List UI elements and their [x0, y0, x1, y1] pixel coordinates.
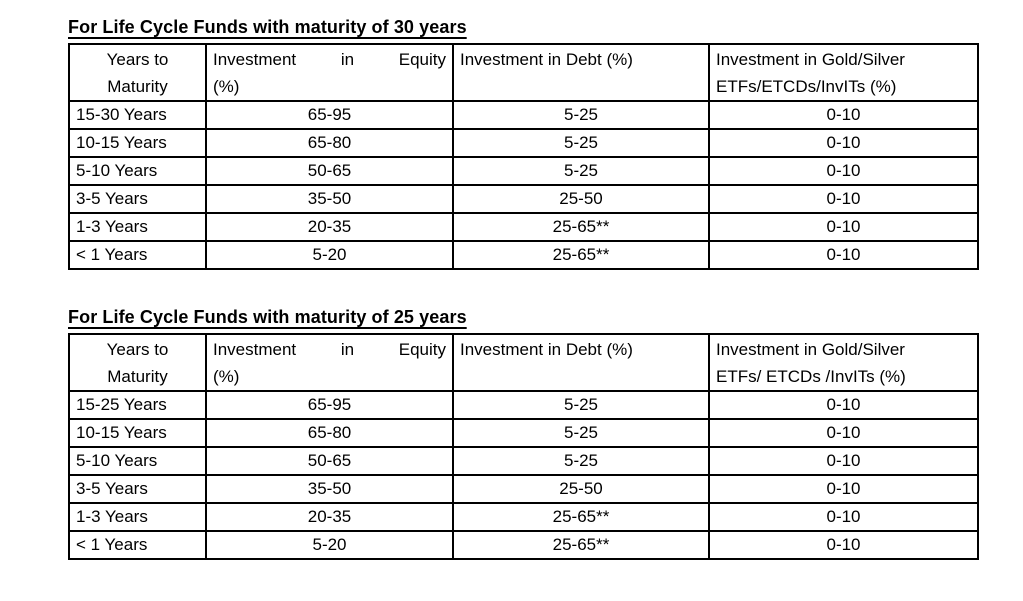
header-line: Investment in Gold/Silver [716, 50, 905, 69]
years-cell: < 1 Years [68, 240, 207, 270]
header-line: ETFs/ ETCDs /InvITs (%) [716, 367, 906, 386]
debt-cell: 25-65** [452, 240, 710, 270]
years-cell: 10-15 Years [68, 418, 207, 448]
header-investment-equity: Investment in Equity (%) [205, 333, 454, 392]
table-row: 5-10 Years 50-65 5-25 0-10 [68, 156, 979, 186]
header-investment-gold-silver: Investment in Gold/Silver ETFs/ ETCDs /I… [708, 333, 979, 392]
header-line: Maturity [107, 367, 168, 386]
years-cell: 15-30 Years [68, 100, 207, 130]
lifecycle-25yr-section: For Life Cycle Funds with maturity of 25… [68, 306, 979, 560]
equity-cell: 65-80 [205, 418, 454, 448]
table-row: 3-5 Years 35-50 25-50 0-10 [68, 474, 979, 504]
years-cell: < 1 Years [68, 530, 207, 560]
years-cell: 1-3 Years [68, 502, 207, 532]
years-cell: 5-10 Years [68, 156, 207, 186]
gold-cell: 0-10 [708, 156, 979, 186]
equity-cell: 65-95 [205, 390, 454, 420]
gold-cell: 0-10 [708, 446, 979, 476]
years-cell: 1-3 Years [68, 212, 207, 242]
header-line: Investment in Debt (%) [460, 50, 633, 69]
gold-cell: 0-10 [708, 212, 979, 242]
table-row: 1-3 Years 20-35 25-65** 0-10 [68, 212, 979, 242]
debt-cell: 5-25 [452, 390, 710, 420]
header-line: Maturity [107, 77, 168, 96]
equity-cell: 50-65 [205, 156, 454, 186]
header-line: Investment in Equity [213, 50, 446, 69]
gold-cell: 0-10 [708, 418, 979, 448]
debt-cell: 5-25 [452, 418, 710, 448]
gold-cell: 0-10 [708, 240, 979, 270]
debt-cell: 25-65** [452, 212, 710, 242]
equity-cell: 65-95 [205, 100, 454, 130]
equity-cell: 50-65 [205, 446, 454, 476]
allocation-table-30yr: Years to Maturity Investment in Equity (… [68, 43, 979, 270]
equity-cell: 35-50 [205, 474, 454, 504]
debt-cell: 25-50 [452, 184, 710, 214]
debt-cell: 25-50 [452, 474, 710, 504]
table-row: 10-15 Years 65-80 5-25 0-10 [68, 128, 979, 158]
gold-cell: 0-10 [708, 184, 979, 214]
gold-cell: 0-10 [708, 474, 979, 504]
table-row: 10-15 Years 65-80 5-25 0-10 [68, 418, 979, 448]
header-line: Years to [106, 50, 169, 69]
equity-cell: 65-80 [205, 128, 454, 158]
equity-cell: 5-20 [205, 530, 454, 560]
table-row: < 1 Years 5-20 25-65** 0-10 [68, 240, 979, 270]
header-investment-equity: Investment in Equity (%) [205, 43, 454, 102]
debt-cell: 5-25 [452, 446, 710, 476]
years-cell: 5-10 Years [68, 446, 207, 476]
gold-cell: 0-10 [708, 128, 979, 158]
header-line: Years to [106, 340, 169, 359]
debt-cell: 25-65** [452, 530, 710, 560]
header-line: Investment in Equity [213, 340, 446, 359]
allocation-table-25yr: Years to Maturity Investment in Equity (… [68, 333, 979, 560]
equity-cell: 35-50 [205, 184, 454, 214]
debt-cell: 5-25 [452, 128, 710, 158]
header-line: Investment in Debt (%) [460, 340, 633, 359]
lifecycle-30yr-section: For Life Cycle Funds with maturity of 30… [68, 16, 979, 270]
section-title-30yr: For Life Cycle Funds with maturity of 30… [68, 17, 467, 37]
header-line: (%) [213, 77, 240, 96]
header-investment-debt: Investment in Debt (%) [452, 43, 710, 102]
header-investment-debt: Investment in Debt (%) [452, 333, 710, 392]
years-cell: 10-15 Years [68, 128, 207, 158]
table-row: 1-3 Years 20-35 25-65** 0-10 [68, 502, 979, 532]
header-investment-gold-silver: Investment in Gold/Silver ETFs/ETCDs/Inv… [708, 43, 979, 102]
section-title-25yr: For Life Cycle Funds with maturity of 25… [68, 307, 467, 327]
gold-cell: 0-10 [708, 530, 979, 560]
table-row: 5-10 Years 50-65 5-25 0-10 [68, 446, 979, 476]
debt-cell: 5-25 [452, 100, 710, 130]
gold-cell: 0-10 [708, 100, 979, 130]
years-cell: 3-5 Years [68, 184, 207, 214]
header-line: ETFs/ETCDs/InvITs (%) [716, 77, 897, 96]
header-years-to-maturity: Years to Maturity [68, 43, 207, 102]
header-line: (%) [213, 367, 240, 386]
table-row: < 1 Years 5-20 25-65** 0-10 [68, 530, 979, 560]
table-row: 15-25 Years 65-95 5-25 0-10 [68, 390, 979, 420]
table-row: 15-30 Years 65-95 5-25 0-10 [68, 100, 979, 130]
table-header-row: Years to Maturity Investment in Equity (… [68, 333, 979, 392]
debt-cell: 25-65** [452, 502, 710, 532]
years-cell: 3-5 Years [68, 474, 207, 504]
table-header-row: Years to Maturity Investment in Equity (… [68, 43, 979, 102]
equity-cell: 5-20 [205, 240, 454, 270]
equity-cell: 20-35 [205, 212, 454, 242]
header-years-to-maturity: Years to Maturity [68, 333, 207, 392]
table-row: 3-5 Years 35-50 25-50 0-10 [68, 184, 979, 214]
debt-cell: 5-25 [452, 156, 710, 186]
header-line: Investment in Gold/Silver [716, 340, 905, 359]
equity-cell: 20-35 [205, 502, 454, 532]
years-cell: 15-25 Years [68, 390, 207, 420]
gold-cell: 0-10 [708, 390, 979, 420]
gold-cell: 0-10 [708, 502, 979, 532]
